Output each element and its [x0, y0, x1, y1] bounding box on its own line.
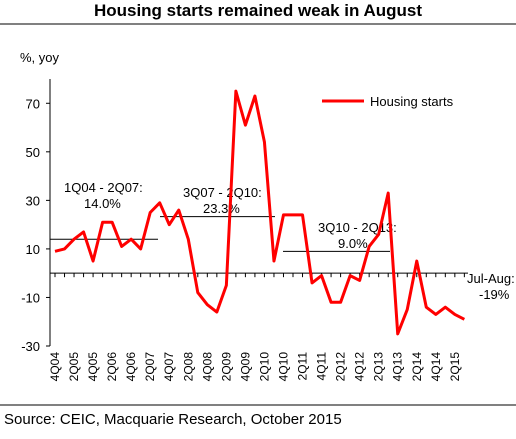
- x-tick-label: 2Q14: [410, 352, 424, 382]
- annotation: -19%: [479, 287, 510, 302]
- chart-title: Housing starts remained weak in August: [94, 1, 422, 20]
- x-tick-label: 4Q04: [48, 352, 62, 382]
- x-tick-label: 2Q05: [67, 352, 81, 382]
- x-tick-label: 4Q05: [86, 352, 100, 382]
- y-axis-label: %, yoy: [20, 50, 60, 65]
- legend-label: Housing starts: [370, 94, 454, 109]
- x-tick-label: 4Q11: [315, 352, 329, 381]
- x-tick-label: 4Q08: [200, 352, 214, 382]
- x-tick-label: 4Q06: [124, 352, 138, 382]
- x-tick-label: 2Q06: [105, 352, 119, 382]
- x-tick-label: 4Q07: [162, 352, 176, 382]
- annotation: 3Q07 - 2Q10:: [183, 185, 262, 200]
- x-tick-label: 2Q07: [143, 352, 157, 382]
- x-tick-label: 4Q13: [391, 352, 405, 382]
- annotation: 14.0%: [84, 196, 121, 211]
- y-tick-label: 30: [26, 193, 40, 208]
- y-tick-label: -30: [21, 339, 40, 354]
- x-tick-label: 2Q09: [219, 352, 233, 382]
- x-tick-label: 2Q10: [257, 352, 271, 382]
- x-tick-label: 4Q14: [429, 352, 443, 382]
- annotation: 23.3%: [203, 201, 240, 216]
- x-tick-label: 2Q13: [372, 352, 386, 382]
- x-tick-label: 2Q11: [296, 352, 310, 381]
- x-tick-label: 4Q12: [353, 352, 367, 382]
- annotation: 9.0%: [338, 236, 368, 251]
- series-line: [54, 89, 466, 336]
- x-tick-label: 2Q12: [334, 352, 348, 382]
- x-tick-label: 2Q08: [181, 352, 195, 382]
- y-tick-label: 70: [26, 96, 40, 111]
- x-tick-label: 4Q09: [238, 352, 252, 382]
- x-tick-label: 2Q15: [448, 352, 462, 382]
- annotation: Jul-Aug:: [467, 271, 515, 286]
- y-tick-label: 50: [26, 145, 40, 160]
- y-tick-label: -10: [21, 290, 40, 305]
- x-tick-label: 4Q10: [276, 352, 290, 382]
- annotation: 1Q04 - 2Q07:: [64, 180, 143, 195]
- annotation: 3Q10 - 2Q13:: [318, 220, 397, 235]
- y-tick-label: 10: [26, 242, 40, 257]
- source: Source: CEIC, Macquarie Research, Octobe…: [4, 411, 342, 428]
